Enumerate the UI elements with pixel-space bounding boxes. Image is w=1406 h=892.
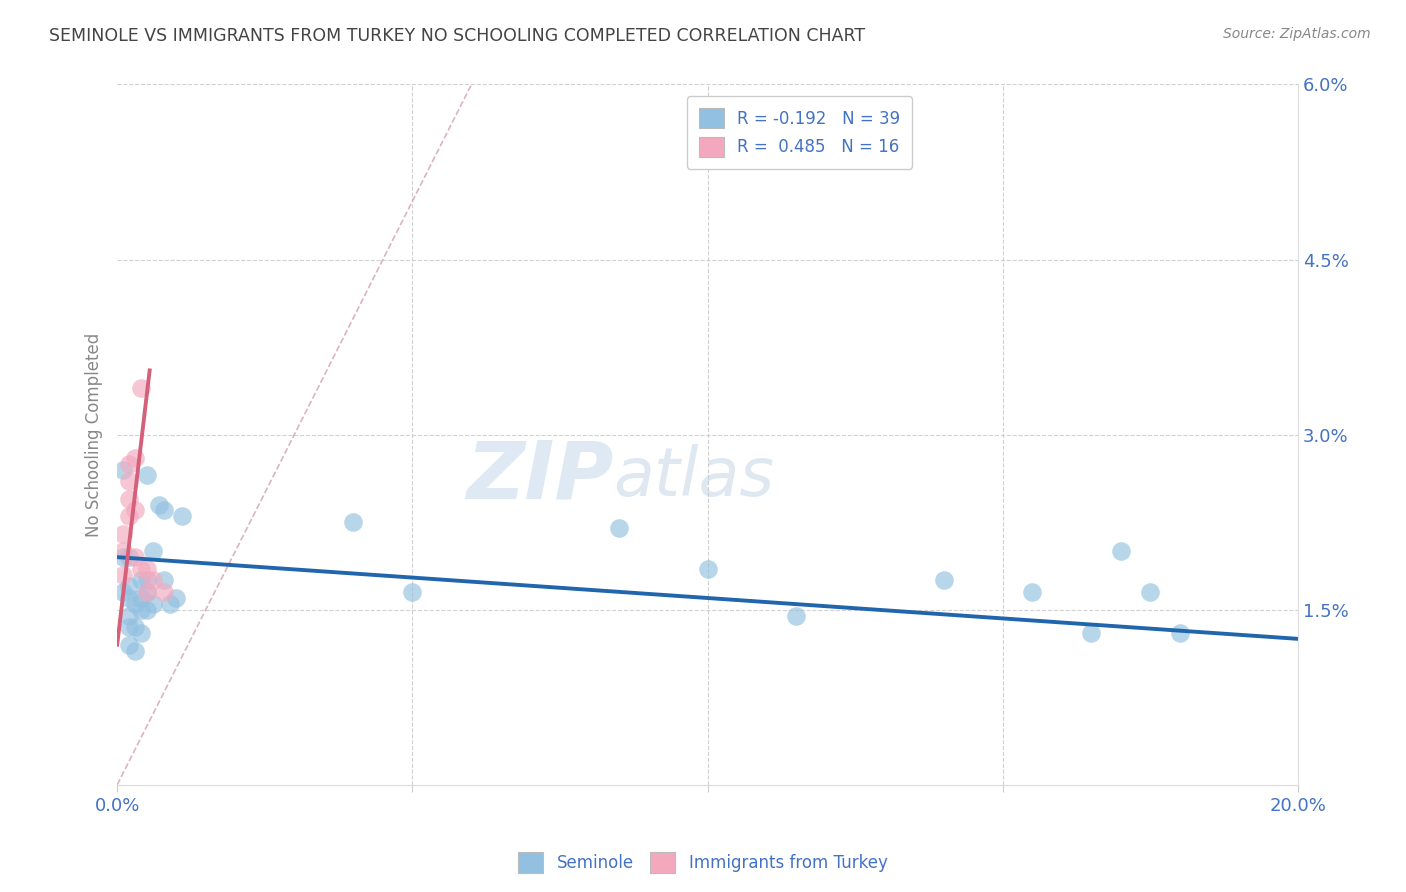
Point	[142, 574, 165, 588]
Point	[135, 585, 157, 599]
Point	[129, 562, 152, 576]
Point	[129, 574, 152, 588]
Point	[118, 591, 141, 605]
Point	[401, 585, 423, 599]
Point	[129, 591, 152, 605]
Point	[135, 468, 157, 483]
Point	[148, 498, 170, 512]
Legend: Seminole, Immigrants from Turkey: Seminole, Immigrants from Turkey	[512, 846, 894, 880]
Point	[118, 579, 141, 593]
Text: Source: ZipAtlas.com: Source: ZipAtlas.com	[1223, 27, 1371, 41]
Point	[1080, 626, 1102, 640]
Text: ZIP: ZIP	[465, 438, 613, 516]
Point	[118, 608, 141, 623]
Point	[124, 550, 146, 565]
Point	[112, 567, 135, 582]
Point	[172, 509, 194, 524]
Point	[129, 626, 152, 640]
Point	[112, 544, 135, 558]
Point	[118, 475, 141, 489]
Point	[165, 591, 187, 605]
Point	[118, 457, 141, 471]
Point	[153, 503, 176, 517]
Point	[932, 574, 955, 588]
Point	[124, 597, 146, 611]
Point	[129, 381, 152, 395]
Y-axis label: No Schooling Completed: No Schooling Completed	[86, 333, 103, 537]
Point	[118, 491, 141, 506]
Point	[118, 550, 141, 565]
Point	[118, 620, 141, 634]
Point	[112, 526, 135, 541]
Point	[153, 574, 176, 588]
Point	[135, 585, 157, 599]
Point	[1109, 544, 1132, 558]
Point	[129, 602, 152, 616]
Point	[342, 515, 364, 529]
Point	[1168, 626, 1191, 640]
Point	[785, 608, 807, 623]
Point	[124, 503, 146, 517]
Point	[1139, 585, 1161, 599]
Point	[135, 562, 157, 576]
Point	[696, 562, 718, 576]
Point	[118, 638, 141, 652]
Point	[142, 544, 165, 558]
Text: SEMINOLE VS IMMIGRANTS FROM TURKEY NO SCHOOLING COMPLETED CORRELATION CHART: SEMINOLE VS IMMIGRANTS FROM TURKEY NO SC…	[49, 27, 865, 45]
Point	[142, 597, 165, 611]
Point	[124, 620, 146, 634]
Text: atlas: atlas	[613, 443, 775, 509]
Point	[153, 585, 176, 599]
Point	[118, 509, 141, 524]
Point	[112, 462, 135, 476]
Point	[135, 574, 157, 588]
Point	[159, 597, 181, 611]
Point	[135, 602, 157, 616]
Point	[112, 585, 135, 599]
Point	[607, 521, 630, 535]
Point	[1021, 585, 1043, 599]
Point	[112, 550, 135, 565]
Point	[124, 643, 146, 657]
Point	[124, 450, 146, 465]
Legend: R = -0.192   N = 39, R =  0.485   N = 16: R = -0.192 N = 39, R = 0.485 N = 16	[688, 96, 912, 169]
